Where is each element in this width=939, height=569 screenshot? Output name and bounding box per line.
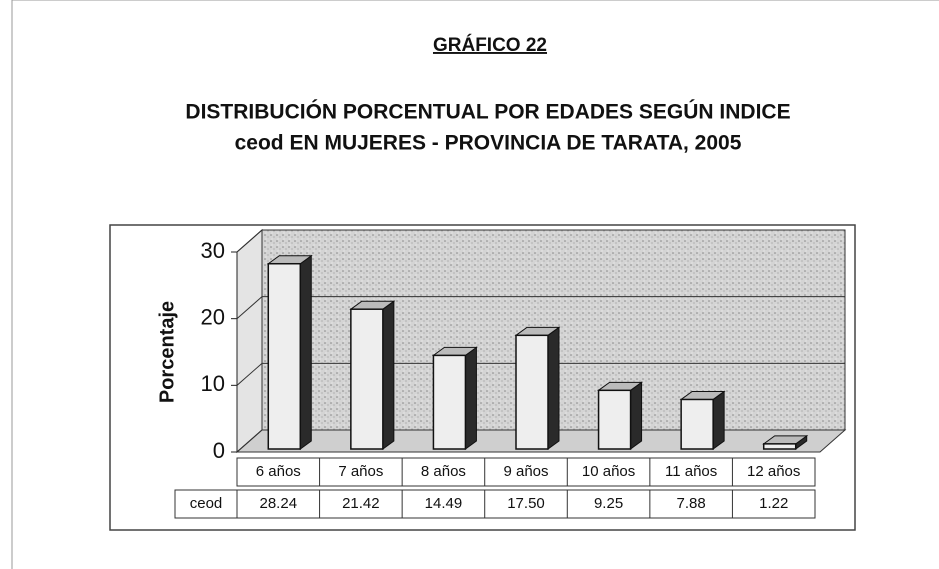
data-label: 17.50 — [507, 495, 545, 512]
y-tick-label: 20 — [201, 304, 225, 329]
x-tick-label: 7 años — [338, 463, 383, 480]
page-frame — [11, 0, 939, 569]
bar — [762, 443, 797, 450]
bar-side — [299, 254, 312, 450]
y-tick-label: 30 — [201, 238, 225, 263]
x-tick-label: 10 años — [582, 463, 635, 480]
data-label: 9.25 — [594, 495, 623, 512]
bar-side — [712, 390, 725, 450]
bar-side — [382, 300, 395, 450]
bar-side — [464, 346, 477, 450]
bar — [432, 354, 467, 450]
bar — [350, 308, 384, 450]
bar — [597, 389, 632, 450]
y-tick-label: 10 — [201, 371, 225, 396]
chart-title: ceod EN MUJERES - PROVINCIA DE TARATA, 2… — [235, 132, 742, 155]
bar-side — [630, 381, 643, 450]
bar — [267, 262, 302, 450]
y-axis-label: Porcentaje — [156, 301, 178, 403]
bar — [515, 334, 549, 450]
x-tick-label: 8 años — [421, 463, 466, 480]
y-tick-label: 0 — [213, 438, 225, 463]
legend-label: ceod — [190, 495, 223, 512]
x-tick-label: 12 años — [747, 463, 800, 480]
grid-line — [236, 362, 263, 386]
data-label: 28.24 — [260, 495, 298, 512]
bar — [680, 398, 714, 450]
bar-side — [547, 326, 560, 450]
table-cell — [174, 489, 816, 519]
table-cell — [236, 457, 816, 487]
data-label: 21.42 — [342, 495, 380, 512]
side-wall — [236, 228, 263, 454]
data-label: 7.88 — [677, 495, 706, 512]
x-tick-label: 9 años — [503, 463, 548, 480]
x-tick-label: 11 años — [665, 463, 717, 480]
chart-title: DISTRIBUCIÓN PORCENTUAL POR EDADES SEGÚN… — [185, 100, 790, 124]
data-label: 1.22 — [759, 495, 788, 512]
x-tick-label: 6 años — [256, 463, 301, 480]
grid-line — [236, 429, 263, 453]
grid-line — [236, 296, 263, 320]
grid-line — [236, 229, 263, 253]
heading: GRÁFICO 22 — [433, 34, 547, 56]
data-label: 14.49 — [425, 495, 463, 512]
